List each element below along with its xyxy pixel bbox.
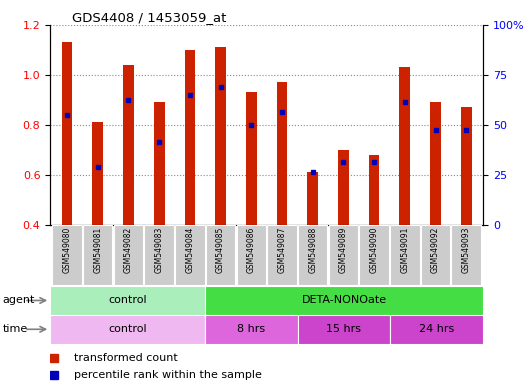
Text: GSM549088: GSM549088	[308, 227, 317, 273]
FancyBboxPatch shape	[298, 225, 327, 285]
Bar	[400, 68, 410, 225]
Text: GSM549093: GSM549093	[461, 227, 471, 273]
FancyBboxPatch shape	[206, 225, 235, 285]
Bar	[338, 150, 349, 225]
Bar	[246, 93, 257, 225]
Text: GSM549087: GSM549087	[278, 227, 287, 273]
Bar	[205, 286, 483, 315]
Bar	[184, 50, 195, 225]
Bar	[307, 172, 318, 225]
Text: 15 hrs: 15 hrs	[326, 324, 362, 334]
FancyBboxPatch shape	[52, 225, 82, 285]
Text: percentile rank within the sample: percentile rank within the sample	[74, 370, 262, 380]
Bar	[92, 122, 103, 225]
Bar	[369, 155, 380, 225]
Bar	[277, 83, 287, 225]
Text: control: control	[108, 295, 147, 306]
Bar	[205, 315, 298, 344]
Text: transformed count: transformed count	[74, 353, 178, 363]
FancyBboxPatch shape	[83, 225, 112, 285]
Text: DETA-NONOate: DETA-NONOate	[301, 295, 386, 306]
Text: GSM549092: GSM549092	[431, 227, 440, 273]
FancyBboxPatch shape	[267, 225, 297, 285]
Bar	[390, 315, 483, 344]
FancyBboxPatch shape	[328, 225, 358, 285]
Text: time: time	[3, 324, 28, 334]
Bar	[62, 43, 72, 225]
Bar	[154, 103, 165, 225]
Text: GSM549080: GSM549080	[62, 227, 72, 273]
FancyBboxPatch shape	[360, 225, 389, 285]
Text: GSM549083: GSM549083	[155, 227, 164, 273]
FancyBboxPatch shape	[421, 225, 450, 285]
Bar	[50, 315, 205, 344]
Text: GSM549090: GSM549090	[370, 227, 379, 273]
Text: GSM549081: GSM549081	[93, 227, 102, 273]
Bar	[123, 65, 134, 225]
Text: GSM549091: GSM549091	[400, 227, 409, 273]
Text: GSM549086: GSM549086	[247, 227, 256, 273]
Bar	[50, 286, 205, 315]
FancyBboxPatch shape	[114, 225, 143, 285]
Text: agent: agent	[3, 295, 35, 306]
Text: control: control	[108, 324, 147, 334]
FancyBboxPatch shape	[175, 225, 205, 285]
Text: 24 hrs: 24 hrs	[419, 324, 455, 334]
FancyBboxPatch shape	[390, 225, 420, 285]
FancyBboxPatch shape	[451, 225, 481, 285]
Text: GSM549089: GSM549089	[339, 227, 348, 273]
Text: GSM549084: GSM549084	[185, 227, 194, 273]
Bar	[461, 108, 472, 225]
Bar	[215, 47, 226, 225]
Text: 8 hrs: 8 hrs	[237, 324, 265, 334]
Text: GSM549085: GSM549085	[216, 227, 225, 273]
Text: GSM549082: GSM549082	[124, 227, 133, 273]
Bar	[298, 315, 390, 344]
Bar	[430, 103, 441, 225]
Text: GDS4408 / 1453059_at: GDS4408 / 1453059_at	[72, 11, 226, 24]
FancyBboxPatch shape	[145, 225, 174, 285]
FancyBboxPatch shape	[237, 225, 266, 285]
